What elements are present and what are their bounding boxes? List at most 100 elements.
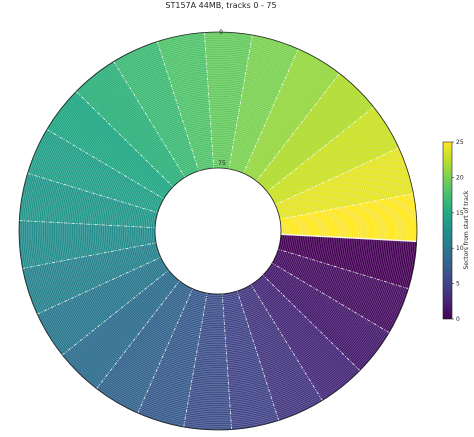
track-ring	[84, 97, 352, 365]
sector-boundary	[267, 106, 374, 193]
track-ring	[120, 133, 316, 329]
track-ring	[136, 149, 300, 313]
track-ring	[142, 155, 294, 307]
sector-boundary	[278, 248, 409, 290]
track-ring	[113, 126, 323, 336]
track-ring	[151, 164, 285, 298]
sector-boundary	[243, 48, 299, 174]
track-ring	[93, 106, 343, 356]
track-ring	[56, 69, 380, 393]
sector-wedge	[19, 173, 158, 228]
track-ring	[22, 35, 414, 427]
track-ring	[143, 156, 293, 306]
track-ring	[24, 37, 412, 425]
track-ring	[76, 89, 360, 373]
sector-boundary	[19, 220, 156, 229]
sector-wedge	[157, 32, 214, 172]
track-ring	[140, 153, 296, 309]
sector-boundary	[280, 233, 417, 243]
sector-wedge	[76, 61, 185, 187]
track-ring	[109, 122, 327, 340]
track-ring	[44, 57, 392, 405]
track-ring	[64, 77, 372, 385]
track-lines	[18, 31, 418, 431]
inner-frame	[154, 167, 282, 295]
sector-boundary	[156, 41, 200, 172]
sector-boundary	[221, 293, 233, 430]
colorbar-tick-label: 10	[456, 245, 464, 252]
track-ring	[53, 66, 383, 396]
track-ring	[62, 75, 374, 387]
sector-boundaries	[19, 32, 417, 430]
sector-boundary	[228, 34, 253, 170]
track-ring	[98, 111, 338, 351]
track-ring	[69, 82, 367, 380]
track-ring	[67, 80, 369, 382]
track-ring	[40, 53, 396, 409]
track-ring	[147, 160, 289, 302]
track-ring	[125, 138, 311, 324]
sector-wedge	[96, 280, 193, 414]
sector-wedge	[278, 234, 417, 289]
track-ring	[91, 104, 345, 358]
sector-boundary	[96, 280, 180, 389]
sector-boundary	[37, 256, 161, 315]
chart-title: ST157A 44MB, tracks 0 - 75	[165, 1, 276, 10]
track-ring	[27, 40, 409, 422]
sector-wedge	[243, 48, 340, 182]
sector-boundary	[183, 292, 208, 428]
track-ring	[49, 62, 387, 400]
track-ring	[78, 91, 358, 371]
track-ring	[58, 71, 378, 391]
track-ring	[132, 145, 304, 317]
track-ring	[107, 120, 329, 342]
radial-tick-inner: 75	[218, 160, 226, 167]
sector-wedge	[279, 193, 417, 242]
track-ring	[145, 158, 291, 304]
track-ring	[111, 124, 325, 338]
colorbar-tick-label: 20	[456, 174, 464, 181]
sector-boundary	[62, 269, 169, 356]
track-ring	[134, 147, 302, 315]
track-ring	[116, 129, 320, 333]
colorbar-tick-label: 15	[456, 210, 464, 217]
sector-wedge	[19, 220, 157, 269]
sector-wedge	[275, 147, 414, 220]
sector-wedge	[228, 34, 299, 174]
sector-boundary	[250, 284, 323, 401]
sector-boundary	[256, 73, 340, 182]
track-ring	[100, 113, 336, 349]
track-ring	[45, 58, 391, 404]
track-ring	[118, 131, 318, 331]
track-ring	[103, 116, 333, 346]
colorbar-tick-label: 0	[456, 316, 460, 323]
track-ring	[102, 115, 334, 347]
sector-boundary	[236, 290, 280, 421]
sector-wedge	[183, 293, 232, 430]
track-ring	[47, 60, 389, 402]
track-ring	[105, 118, 331, 344]
sector-wedge	[237, 284, 323, 421]
sector-boundary	[275, 147, 399, 206]
track-ring	[35, 48, 401, 414]
track-ring	[138, 151, 298, 311]
track-ring	[80, 93, 356, 369]
sector-wedge	[222, 290, 279, 430]
sector-boundary	[27, 172, 158, 214]
outer-frame	[18, 31, 418, 431]
track-ring	[123, 136, 313, 326]
track-ring	[33, 46, 403, 416]
track-ring	[71, 84, 365, 378]
track-ring	[129, 142, 307, 320]
sector-wedge	[267, 107, 399, 205]
track-ring	[149, 162, 287, 300]
track-ring	[114, 127, 322, 335]
sector-boundary	[46, 129, 165, 200]
track-ring	[38, 51, 398, 411]
track-ring	[29, 42, 407, 420]
track-ring	[94, 107, 342, 355]
track-ring	[131, 144, 305, 318]
track-ring	[82, 95, 354, 367]
track-ring	[20, 33, 416, 429]
